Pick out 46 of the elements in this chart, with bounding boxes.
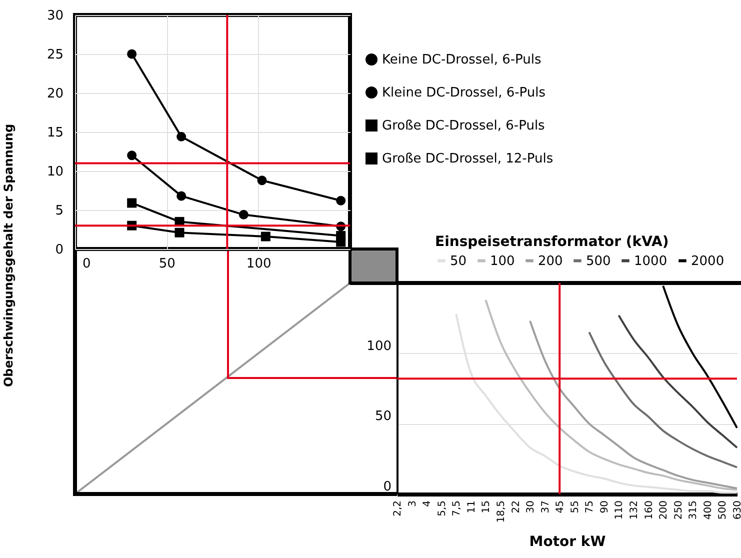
legend-label: Kleine DC-Drossel, 6-Puls [382,86,546,100]
x-tick-label: 7,5 [452,500,463,516]
x-tick-label: 22 [510,500,522,514]
x-tick-label: 4 [422,500,434,507]
legend-label: Große DC-Drossel, 6-Puls [382,118,546,134]
x-tick-label: 50 [158,256,176,272]
legend-label: 2000 [691,254,724,269]
x-tick-label: 90 [599,500,610,514]
x-tick-label: 55 [570,500,581,514]
y-tick-label: 20 [46,86,64,102]
x-tick-label: 160 [644,500,655,520]
x-tick-label: 11 [466,500,478,514]
y-tick-label: 10 [46,164,64,180]
x-tick-label: 18,5 [496,500,507,523]
x-tick-label: 132 [629,500,640,520]
legend-label: Keine DC-Drossel, 6-Puls [382,52,542,68]
y-tick-label: 25 [46,48,64,62]
y-tick-label: 100 [366,338,392,354]
y-tick-label: 15 [46,126,64,140]
x-tick-label: 100 [246,256,272,272]
legend-label: Große DC-Drossel, 12-Puls [382,152,554,166]
x-tick-label: 315 [688,500,700,520]
x-tick-label: 37 [540,500,552,514]
x-tick-label: 0 [82,256,91,272]
x-tick-label: 250 [673,500,684,520]
x-tick-label: 45 [555,500,566,514]
x-tick-label: 110 [614,500,626,520]
y-tick-label: 30 [46,8,64,24]
y-tick-label: 5 [55,204,64,218]
x-tick-label: 75 [584,500,596,514]
x-axis-title: Motor kW [529,534,606,550]
x-tick-label: 5,5 [436,500,448,516]
y-axis-title: Oberschwingungsgehalt der Spannung [2,124,16,388]
legend-label: 1000 [634,254,668,269]
x-tick-label: 400 [702,500,714,520]
x-tick-label: 630 [732,500,741,520]
legend-title: Einspeisetransformator (kVA) [435,234,669,250]
y-tick-label: 0 [383,480,392,494]
x-tick-label: 2,2 [392,500,404,516]
x-tick-label: 30 [526,500,537,514]
y-tick-label: 0 [55,242,64,258]
x-tick-label: 15 [481,500,492,514]
x-tick-label: 3 [407,500,418,507]
x-tick-label: 200 [658,500,670,520]
x-tick-label: 500 [718,500,729,520]
y-tick-label: 50 [374,409,392,424]
